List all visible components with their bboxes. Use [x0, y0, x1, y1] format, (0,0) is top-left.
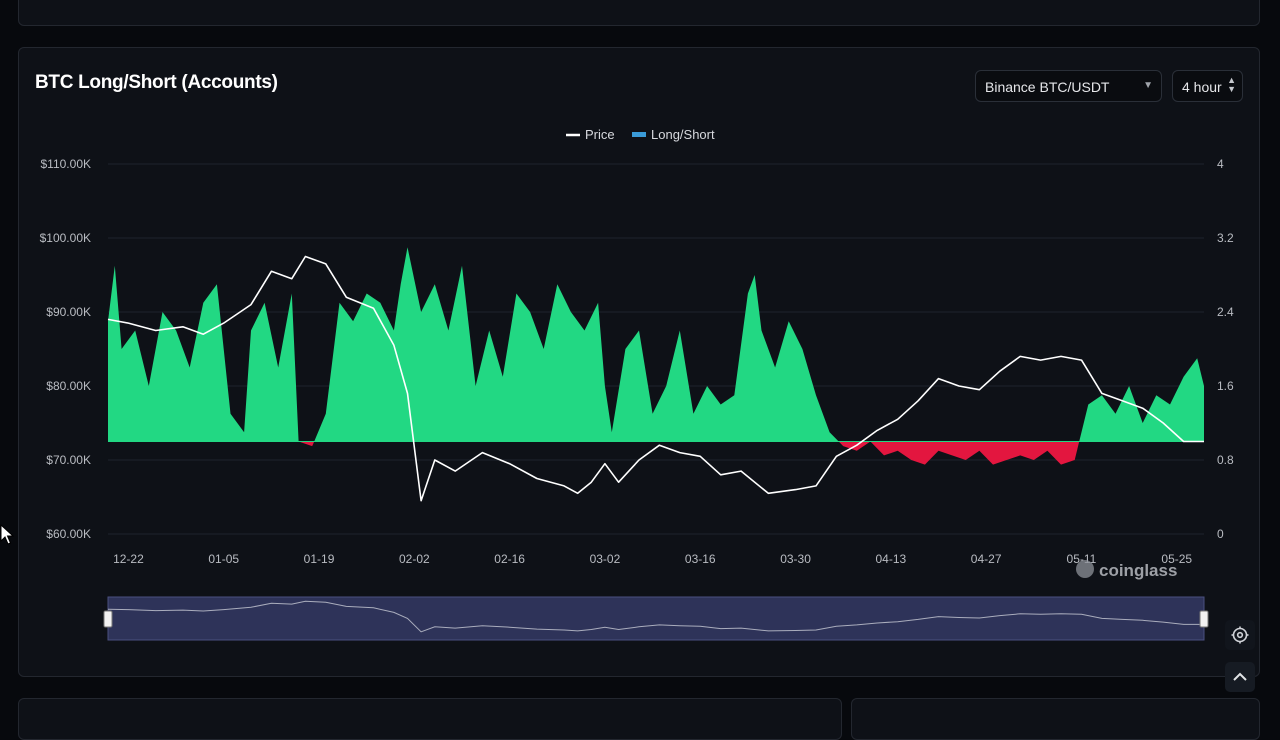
long-short-chart: $60.00K $70.00K $80.00K $90.00K $100.00K $110…: [40, 127, 1234, 641]
interval-select[interactable]: 4 hour ▲ ▼: [1172, 70, 1243, 102]
x-tick-label: 01-19: [304, 552, 335, 566]
coinglass-logo-icon: [1076, 560, 1094, 578]
x-tick-label: 04-13: [876, 552, 907, 566]
chevron-up-icon: [1233, 672, 1247, 681]
x-tick-label: 02-02: [399, 552, 430, 566]
long-short-area-negative: [870, 441, 1080, 465]
coinglass-watermark: coinglass: [1076, 560, 1177, 580]
previous-card: [18, 0, 1260, 26]
coinglass-watermark-text: coinglass: [1099, 561, 1177, 580]
card-title: BTC Long/Short (Accounts): [35, 72, 278, 93]
y-left-tick-label: $80.00K: [46, 379, 91, 393]
navigator-left-handle[interactable]: [103, 610, 113, 628]
exchange-pair-select[interactable]: Binance BTC/USDT ▼: [975, 70, 1162, 102]
long-short-area-positive: [1079, 358, 1204, 442]
y-right-tick-label: 3.2: [1217, 231, 1234, 245]
y-left-tick-label: $100.00K: [40, 231, 91, 245]
navigator-price-line: [107, 600, 1204, 633]
x-tick-label: 02-16: [494, 552, 525, 566]
y-right-tick-label: 2.4: [1217, 305, 1234, 319]
x-tick-label: 03-16: [685, 552, 716, 566]
y-right-tick-label: 1.6: [1217, 379, 1234, 393]
y-left-tick-label: $110.00K: [41, 157, 92, 171]
x-tick-label: 12-22: [113, 552, 144, 566]
y-right-tick-label: 0.8: [1217, 453, 1234, 467]
x-tick-label: 04-27: [971, 552, 1002, 566]
long-short-area-positive: [108, 265, 299, 442]
y-left-tick-label: $70.00K: [46, 453, 91, 467]
navigator-right-handle[interactable]: [1199, 610, 1209, 628]
next-card-right: [851, 698, 1260, 740]
interval-value: 4 hour: [1182, 79, 1222, 95]
y-right-tick-label: 4: [1217, 157, 1224, 171]
x-tick-label: 05-25: [1161, 552, 1192, 566]
x-tick-label: 03-30: [780, 552, 811, 566]
y-right-tick-label: 0: [1217, 527, 1224, 541]
caret-down-icon: ▼: [1143, 80, 1153, 91]
chart-legend: Price Long/Short: [566, 127, 715, 142]
price-line: [107, 255, 1204, 502]
cursor-icon: [0, 524, 14, 545]
chart-settings-button[interactable]: [1225, 620, 1255, 650]
y-left-tick-label: $60.00K: [46, 527, 91, 541]
settings-icon: [1231, 626, 1249, 644]
x-tick-label: 03-02: [590, 552, 621, 566]
legend-price-label: Price: [585, 127, 615, 142]
range-navigator: [103, 596, 1209, 641]
legend-longshort-swatch: [632, 132, 646, 137]
exchange-pair-value: Binance BTC/USDT: [985, 79, 1110, 95]
up-down-arrows-icon: ▲ ▼: [1227, 75, 1236, 94]
scroll-to-top-button[interactable]: [1225, 662, 1255, 692]
y-left-tick-label: $90.00K: [46, 305, 91, 319]
long-short-area-negative: [298, 441, 315, 447]
next-card-left: [18, 698, 842, 740]
x-tick-label: 01-05: [208, 552, 239, 566]
legend-longshort-label: Long/Short: [651, 127, 715, 142]
long-short-area-positive: [314, 247, 839, 442]
